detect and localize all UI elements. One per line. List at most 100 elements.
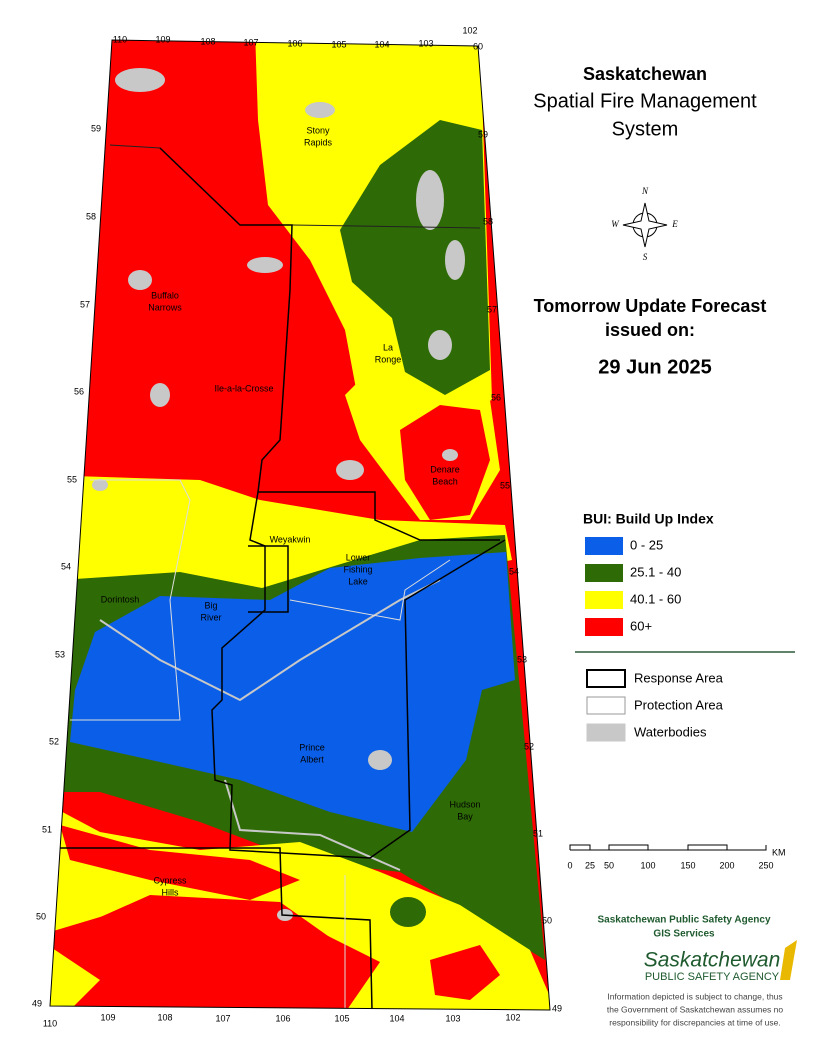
longitude-label: 104 bbox=[389, 1013, 404, 1023]
waterbody bbox=[416, 170, 444, 230]
place-label: Rapids bbox=[304, 137, 333, 147]
province-outline bbox=[49, 39, 551, 1011]
waterbody bbox=[442, 449, 458, 461]
legend-swatch bbox=[585, 618, 623, 636]
place-label: Bay bbox=[457, 811, 473, 821]
place-label: Prince bbox=[299, 742, 325, 752]
place-label: Lower bbox=[346, 552, 371, 562]
legend-swatch bbox=[586, 696, 626, 715]
latitude-label: 52 bbox=[49, 736, 59, 746]
scale-label: 25 bbox=[585, 860, 595, 870]
waterbody bbox=[247, 257, 283, 273]
waterbody bbox=[150, 383, 170, 407]
compass-letter: E bbox=[671, 219, 678, 229]
longitude-label: 109 bbox=[155, 34, 170, 44]
longitude-label: 104 bbox=[374, 39, 389, 49]
scale-unit: KM bbox=[772, 847, 786, 857]
longitude-label: 106 bbox=[275, 1013, 290, 1023]
longitude-label: 103 bbox=[445, 1013, 460, 1023]
place-label: Big bbox=[204, 600, 217, 610]
logo-sub: PUBLIC SAFETY AGENCY bbox=[645, 971, 780, 983]
logo-main: Saskatchewan bbox=[644, 949, 781, 972]
latitude-label: 59 bbox=[478, 129, 488, 139]
waterbody bbox=[445, 240, 465, 280]
longitude-label: 105 bbox=[334, 1013, 349, 1023]
waterbody bbox=[336, 460, 364, 480]
scale-bar bbox=[569, 844, 767, 851]
longitude-label: 102 bbox=[505, 1012, 520, 1022]
bui-area bbox=[70, 552, 515, 832]
latitude-label: 52 bbox=[524, 741, 534, 751]
scale-label: 100 bbox=[640, 860, 655, 870]
forecast-date: 29 Jun 2025 bbox=[598, 356, 711, 378]
legend-label: 25.1 - 40 bbox=[630, 564, 681, 579]
scale-label: 150 bbox=[680, 860, 695, 870]
forecast-heading: Tomorrow Update Forecast bbox=[534, 296, 767, 316]
waterbody bbox=[92, 479, 108, 491]
legend-label: Waterbodies bbox=[634, 724, 707, 739]
river bbox=[224, 779, 401, 871]
waterbody bbox=[368, 750, 392, 770]
longitude-label: 109 bbox=[100, 1012, 115, 1022]
place-label: Weyakwin bbox=[270, 534, 311, 544]
latitude-label: 55 bbox=[67, 474, 77, 484]
legend-swatch bbox=[585, 537, 623, 555]
place-label: River bbox=[200, 612, 221, 622]
longitude-label: 107 bbox=[243, 37, 258, 47]
latitude-label: 50 bbox=[542, 915, 552, 925]
protection-boundary bbox=[70, 479, 191, 721]
latitude-label: 58 bbox=[86, 211, 96, 221]
latitude-label: 56 bbox=[491, 392, 501, 402]
legend-label: 40.1 - 60 bbox=[630, 591, 681, 606]
legend-title: BUI: Build Up Index bbox=[583, 511, 714, 527]
latitude-label: 50 bbox=[36, 911, 46, 921]
bui-area bbox=[400, 405, 490, 520]
latitude-label: 59 bbox=[91, 123, 101, 133]
longitude-label: 103 bbox=[418, 38, 433, 48]
compass-letter: S bbox=[643, 252, 648, 262]
place-label: Denare bbox=[430, 464, 460, 474]
disclaimer-line: Information depicted is subject to chang… bbox=[607, 991, 782, 1001]
scale-label: 250 bbox=[758, 860, 773, 870]
longitude-label: 102 bbox=[462, 25, 477, 35]
agency-dept: GIS Services bbox=[653, 929, 715, 940]
legend-label: Response Area bbox=[634, 670, 724, 685]
legend-label: 0 - 25 bbox=[630, 537, 663, 552]
bui-area bbox=[50, 940, 100, 1010]
latitude-label: 55 bbox=[500, 480, 510, 490]
legend-swatch bbox=[586, 669, 626, 688]
compass-star bbox=[622, 202, 668, 248]
waterbody bbox=[128, 270, 152, 290]
latitude-label: 49 bbox=[552, 1003, 562, 1013]
scale-label: 200 bbox=[719, 860, 734, 870]
disclaimer-line: the Government of Saskatchewan assumes n… bbox=[607, 1004, 784, 1014]
response-boundary bbox=[248, 545, 289, 613]
province-map bbox=[50, 40, 550, 1010]
latitude-label: 57 bbox=[80, 299, 90, 309]
compass-rose: N E W S bbox=[611, 186, 678, 262]
protection-boundary bbox=[289, 559, 451, 621]
bui-area bbox=[60, 825, 300, 900]
latitude-label: 51 bbox=[533, 828, 543, 838]
disclaimer-line: responsibility for discrepancies at time… bbox=[609, 1017, 781, 1027]
latitude-label: 54 bbox=[509, 566, 519, 576]
longitude-label: 110 bbox=[113, 34, 127, 44]
place-label: Lake bbox=[348, 576, 368, 586]
latitude-label: 58 bbox=[483, 216, 493, 226]
place-label: Beach bbox=[432, 476, 458, 486]
latitude-label: 56 bbox=[74, 386, 84, 396]
legend-swatch bbox=[585, 591, 623, 609]
place-label: La bbox=[383, 342, 393, 352]
latitude-label: 53 bbox=[55, 649, 65, 659]
waterbody bbox=[305, 102, 335, 118]
longitude-label: 107 bbox=[215, 1013, 230, 1023]
legend-swatch bbox=[586, 723, 626, 742]
latitude-label: 54 bbox=[61, 561, 71, 571]
longitude-label: 105 bbox=[331, 39, 346, 49]
place-label: Buffalo bbox=[151, 290, 179, 300]
longitude-label: 108 bbox=[200, 36, 215, 46]
title-line: System bbox=[612, 118, 679, 140]
longitude-label: 110 bbox=[43, 1018, 57, 1028]
place-label: Hudson bbox=[449, 799, 480, 809]
